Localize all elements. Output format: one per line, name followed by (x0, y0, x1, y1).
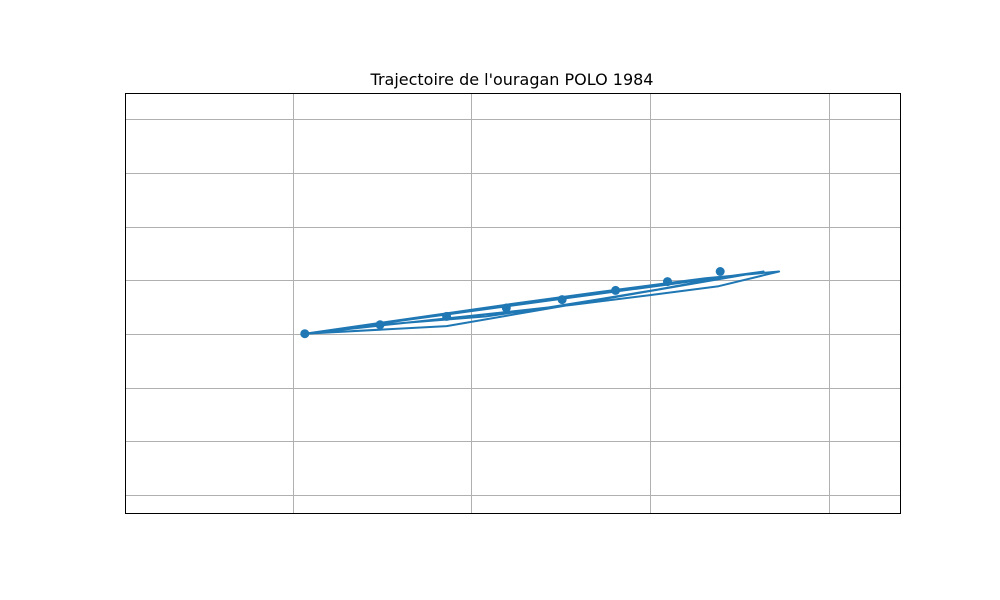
track-point-5 (557, 295, 567, 305)
track-point-7 (663, 277, 672, 287)
axes-frame (125, 93, 901, 514)
track-point-8 (715, 267, 725, 276)
track-point-1 (300, 329, 310, 339)
grid (125, 93, 900, 513)
track-point-4 (501, 303, 511, 313)
track-point-6 (611, 285, 621, 295)
track-point-3 (442, 311, 452, 321)
chart-title: Trajectoire de l'ouragan POLO 1984 (370, 70, 654, 89)
track-line (303, 270, 781, 335)
series-group (300, 267, 781, 339)
track-point-2 (375, 320, 385, 330)
